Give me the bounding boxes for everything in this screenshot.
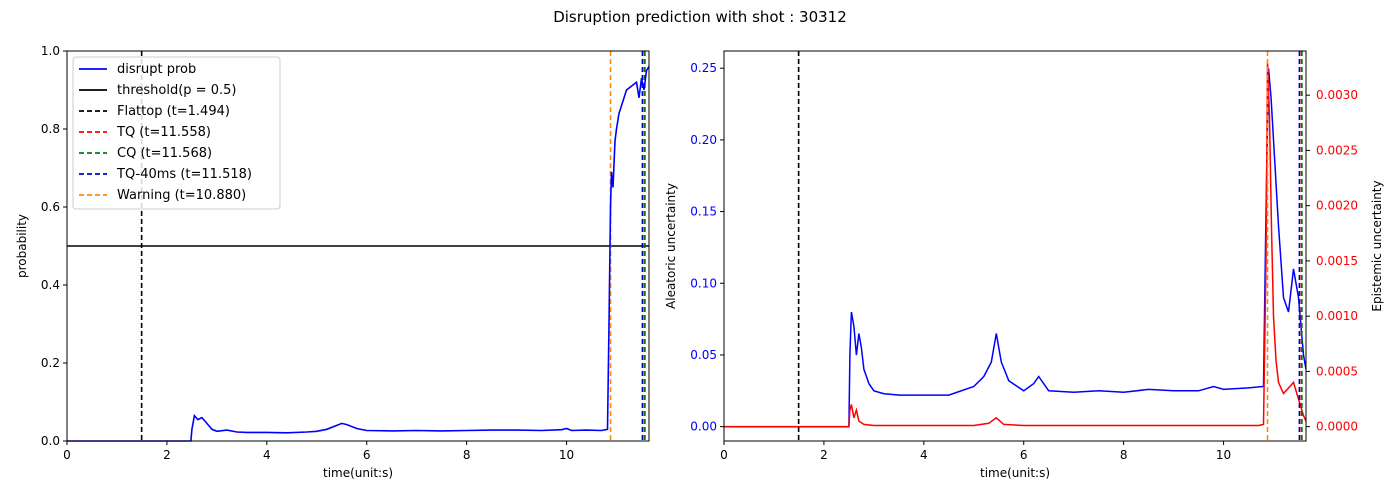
x-tick-label: 10 <box>1216 448 1231 462</box>
x-tick-label: 2 <box>820 448 828 462</box>
x-axis-label: time(unit:s) <box>980 466 1050 480</box>
legend-label: CQ (t=11.568) <box>117 146 212 161</box>
y-tick-label: 0.4 <box>41 278 60 292</box>
x-tick-label: 4 <box>920 448 928 462</box>
legend-box <box>72 56 281 210</box>
y-tick-label: 0.05 <box>690 348 717 362</box>
y-tick-label: 0.6 <box>41 200 60 214</box>
y2-tick-label: 0.0020 <box>1316 199 1358 213</box>
y-tick-label: 0.25 <box>690 61 717 75</box>
legend-label: Warning (t=10.880) <box>117 188 246 203</box>
disrupt-prob-line <box>67 66 650 442</box>
y-axis-label: probability <box>15 214 29 278</box>
x-tick-label: 8 <box>463 448 471 462</box>
y-tick-label: 0.20 <box>690 133 717 147</box>
plot-frame <box>723 50 1307 442</box>
y2-tick-label: 0.0030 <box>1316 88 1358 102</box>
x-tick-label: 2 <box>163 448 171 462</box>
y2-tick-label: 0.0015 <box>1316 254 1358 268</box>
probability-plot: 0 2 4 6 8 10 0.0 0.2 0.4 0.6 0.8 1.0 time(unit:s) pro… <box>15 44 650 480</box>
y-tick-label: 1.0 <box>41 44 60 58</box>
y2-tick-label: 0.0005 <box>1316 364 1358 378</box>
y-tick-label: 0.10 <box>690 276 717 290</box>
x-tick-label: 10 <box>559 448 574 462</box>
aleatoric-line <box>724 68 1307 428</box>
legend-label: threshold(p = 0.5) <box>117 83 236 98</box>
plot-frame <box>66 50 650 442</box>
y2-tick-label: 0.0010 <box>1316 309 1358 323</box>
y2-axis-label: Epistemic uncertainty <box>1370 180 1384 311</box>
x-tick-label: 0 <box>63 448 71 462</box>
legend-label: TQ-40ms (t=11.518) <box>116 167 252 182</box>
y-axis-label: Aleatoric uncertainty <box>664 183 678 309</box>
x-tick-label: 8 <box>1120 448 1128 462</box>
legend-label: disrupt prob <box>117 62 196 77</box>
x-tick-label: 6 <box>1020 448 1028 462</box>
y-tick-label: 0.00 <box>690 420 717 434</box>
y-tick-label: 0.15 <box>690 205 717 219</box>
x-tick-label: 6 <box>363 448 371 462</box>
y-tick-label: 0.8 <box>41 122 60 136</box>
epistemic-line <box>724 61 1307 428</box>
figure-title: Disruption prediction with shot : 30312 <box>553 8 847 26</box>
uncertainty-plot: 0 2 4 6 8 10 0.00 0.05 0.10 0.15 0.20 0.25 time(unit… <box>664 50 1384 480</box>
y-tick-label: 0.2 <box>41 356 60 370</box>
y2-tick-label: 0.0025 <box>1316 143 1358 157</box>
y-tick-label: 0.0 <box>41 434 60 448</box>
y2-tick-label: 0.0000 <box>1316 420 1358 434</box>
x-axis-label: time(unit:s) <box>323 466 393 480</box>
legend-label: Flattop (t=1.494) <box>117 104 230 119</box>
x-tick-label: 0 <box>720 448 728 462</box>
x-tick-label: 4 <box>263 448 271 462</box>
legend-label: TQ (t=11.558) <box>116 125 211 140</box>
